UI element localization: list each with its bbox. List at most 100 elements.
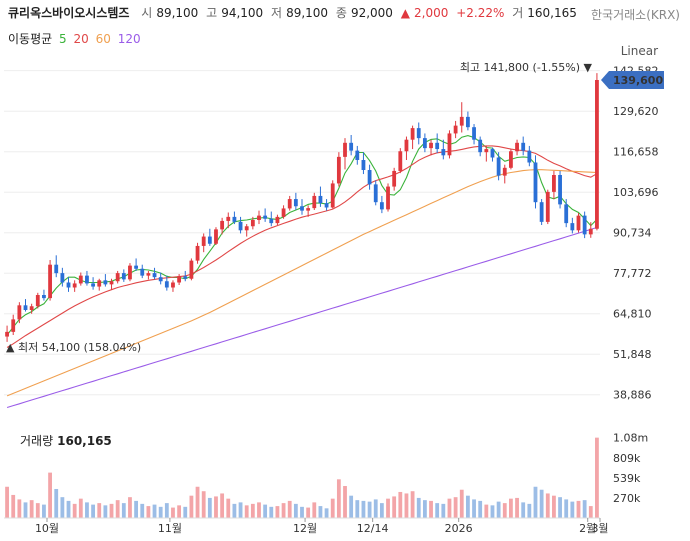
volume-bar	[306, 507, 311, 518]
volume-bar	[220, 493, 225, 518]
candle	[158, 272, 163, 285]
volume-bar	[128, 497, 132, 518]
candle-body	[300, 206, 304, 211]
candle-body	[441, 149, 446, 156]
candle	[509, 149, 513, 170]
candle-body	[207, 236, 212, 244]
candle	[146, 270, 151, 280]
candle	[490, 147, 495, 162]
ma-5-label[interactable]: 5	[59, 32, 67, 46]
date-tick-label: 12월	[293, 522, 317, 535]
volume-bar	[472, 499, 476, 518]
candle	[515, 139, 519, 156]
volume-bar	[509, 498, 513, 518]
volume-bar	[459, 489, 464, 518]
volume-bar	[515, 497, 519, 518]
volume-bar	[85, 502, 89, 518]
volume-bar	[410, 491, 415, 518]
candle-body	[509, 151, 513, 168]
candle-body	[379, 202, 384, 210]
candle-body	[42, 295, 46, 299]
volume-bar	[588, 506, 593, 518]
candle	[330, 180, 335, 209]
candle-body	[392, 170, 397, 187]
volume-bar	[564, 499, 569, 518]
volume-bar	[238, 502, 243, 518]
candle	[29, 303, 34, 314]
scale-mode-button[interactable]: Linear	[620, 44, 658, 58]
volume-bar	[552, 495, 556, 518]
candle-series	[5, 73, 599, 342]
candle-body	[422, 138, 427, 149]
candle	[324, 199, 329, 211]
candle-body	[275, 216, 280, 224]
candle-body	[171, 282, 175, 288]
candle-body	[134, 265, 139, 269]
ma-20-line	[6, 145, 598, 348]
volume-bars	[4, 437, 600, 519]
volume-bar	[263, 504, 268, 518]
volume-bar	[582, 500, 587, 518]
ma-60-label[interactable]: 60	[95, 32, 111, 46]
current-price-tag	[601, 71, 664, 89]
candle	[355, 145, 360, 165]
ma-20-label[interactable]: 20	[73, 32, 89, 46]
volume-bar	[453, 497, 458, 518]
volume-bar	[195, 486, 200, 518]
candle	[23, 299, 28, 312]
candle	[441, 139, 446, 160]
candle	[404, 136, 409, 160]
volume-bar	[164, 503, 169, 518]
candle	[398, 148, 403, 174]
volume-bar	[336, 479, 341, 518]
candle	[552, 170, 556, 200]
candle-body	[183, 276, 188, 279]
candle	[349, 135, 354, 156]
candle-body	[490, 149, 495, 158]
candle	[164, 275, 169, 291]
volume-bar	[48, 472, 52, 518]
candle	[336, 152, 341, 187]
candle	[472, 124, 476, 145]
volume-bar	[17, 499, 22, 518]
volume-bar	[281, 503, 286, 518]
candle	[281, 205, 286, 219]
volume-bar	[343, 486, 347, 518]
candle-body	[269, 218, 274, 224]
high-label: 고	[206, 6, 218, 20]
candle-body	[97, 280, 102, 287]
candle	[257, 210, 261, 225]
candle-body	[35, 295, 40, 307]
candle-body	[318, 195, 323, 204]
candle	[367, 164, 372, 190]
candle	[195, 242, 200, 264]
candle-body	[564, 204, 569, 224]
volume-bar	[60, 497, 65, 518]
volume-label: 거	[512, 6, 524, 20]
volume-bar	[287, 500, 292, 518]
candle	[521, 136, 526, 156]
candle-body	[576, 215, 581, 231]
volume-bar	[244, 505, 249, 518]
volume-bar	[416, 497, 421, 518]
candle-body	[287, 199, 292, 209]
volume-bar	[330, 498, 335, 518]
volume-bar	[11, 494, 16, 518]
volume-bar	[5, 486, 9, 518]
candle	[496, 152, 501, 181]
volume-bar	[250, 503, 255, 518]
candle	[318, 186, 323, 207]
candle	[484, 145, 489, 162]
volume-bar	[349, 495, 354, 518]
volume-axis: 1.08m 809k 539k 270k	[613, 432, 648, 505]
volume-bar	[595, 437, 599, 518]
candle-body	[453, 125, 458, 134]
ma-5-line	[6, 135, 598, 336]
candle	[570, 217, 575, 234]
candle	[244, 224, 249, 237]
ma-120-label[interactable]: 120	[117, 32, 141, 46]
candle	[447, 130, 452, 159]
candle	[17, 302, 22, 324]
